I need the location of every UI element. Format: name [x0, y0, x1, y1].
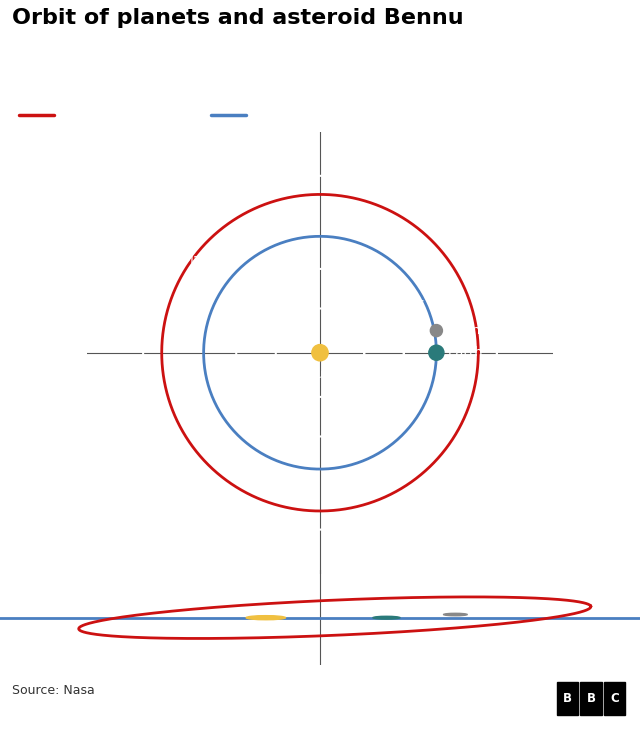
Text: Earth: Earth — [448, 346, 484, 359]
FancyBboxPatch shape — [580, 681, 602, 715]
Ellipse shape — [444, 613, 467, 616]
Text: Bennu: Bennu — [447, 324, 490, 337]
Text: Mars: Mars — [182, 253, 212, 266]
Text: Bennu orbit: Bennu orbit — [61, 109, 139, 121]
Text: B: B — [586, 692, 596, 705]
Text: Source: Nasa: Source: Nasa — [12, 683, 94, 697]
Circle shape — [312, 344, 328, 361]
Text: Mercury: Mercury — [360, 325, 410, 338]
Text: Sun: Sun — [307, 368, 333, 381]
Text: Orbit of planets and asteroid Bennu: Orbit of planets and asteroid Bennu — [12, 8, 463, 28]
Circle shape — [430, 325, 442, 337]
Ellipse shape — [373, 616, 400, 619]
Text: Earth orbit: Earth orbit — [253, 109, 324, 121]
FancyBboxPatch shape — [604, 681, 625, 715]
Text: Venus: Venus — [387, 297, 425, 310]
FancyBboxPatch shape — [557, 681, 578, 715]
Text: C: C — [611, 692, 619, 705]
Circle shape — [429, 345, 444, 360]
Ellipse shape — [246, 616, 285, 620]
Text: B: B — [563, 692, 572, 705]
